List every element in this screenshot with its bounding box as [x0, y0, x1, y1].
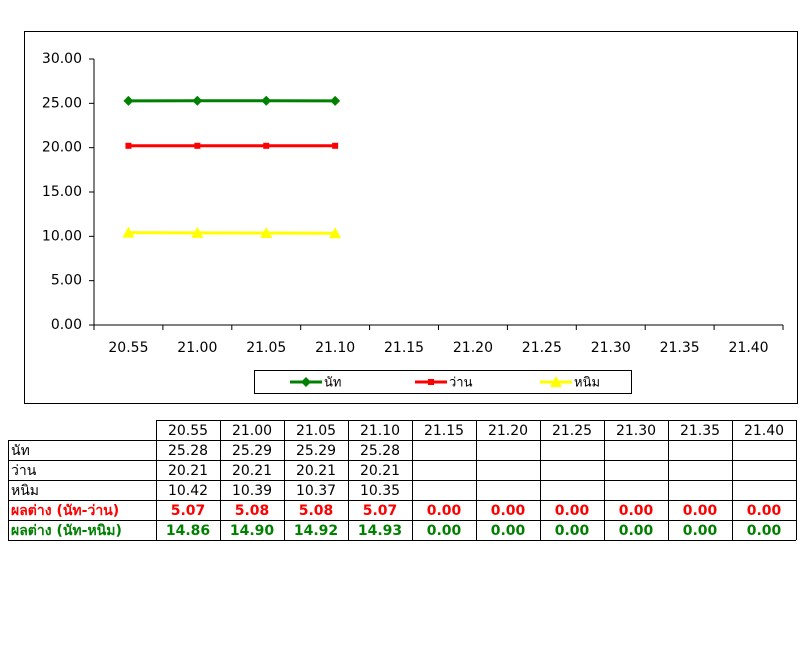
- legend-marker: [428, 379, 434, 385]
- series-marker: [332, 142, 339, 149]
- table-cell: 20.21: [232, 463, 272, 479]
- series-marker: [263, 142, 270, 149]
- series-marker: [192, 95, 203, 106]
- table-cell: 0.00: [555, 503, 590, 519]
- x-tick-label: 21.35: [660, 340, 700, 356]
- x-tick-label: 21.25: [522, 340, 562, 356]
- series-line: [128, 231, 336, 235]
- table-cell: 5.07: [363, 503, 398, 519]
- y-tick-label: 0.00: [51, 317, 82, 333]
- table-cell: 0.00: [683, 503, 718, 519]
- table-cell: 20.21: [360, 463, 400, 479]
- table-header: 21.40: [744, 423, 784, 439]
- table-cell: 5.08: [299, 503, 334, 519]
- table-cell: 10.37: [296, 483, 336, 499]
- table-cell: 0.00: [619, 503, 654, 519]
- y-tick-label: 15.00: [42, 184, 82, 200]
- table-cell: 14.86: [166, 523, 210, 539]
- table-header: 21.15: [424, 423, 464, 439]
- chart-area: [24, 31, 798, 404]
- x-tick-label: 21.40: [729, 340, 769, 356]
- table-header: 21.05: [296, 423, 336, 439]
- row-label: หนิม: [11, 483, 39, 499]
- table-cell: 25.28: [168, 443, 208, 459]
- table-cell: 10.35: [360, 483, 400, 499]
- series-marker: [125, 142, 132, 149]
- table-header: 21.25: [552, 423, 592, 439]
- row-label: ผลต่าง (นัท-ว่าน): [11, 503, 119, 519]
- y-tick-label: 5.00: [51, 273, 82, 289]
- table-header: 21.20: [488, 423, 528, 439]
- table-header: 21.10: [360, 423, 400, 439]
- row-label: นัท: [11, 443, 30, 459]
- legend-label: หนิม: [574, 376, 600, 391]
- table-cell: 10.42: [168, 483, 208, 499]
- table-cell: 10.39: [232, 483, 272, 499]
- series-marker: [330, 95, 341, 106]
- table-header: 20.55: [168, 423, 208, 439]
- table-cell: 0.00: [427, 503, 462, 519]
- legend-label: นัท: [324, 376, 341, 391]
- table-cell: 25.29: [296, 443, 336, 459]
- x-tick-label: 21.30: [591, 340, 631, 356]
- series-marker: [191, 226, 204, 238]
- series-marker: [260, 227, 273, 239]
- table-header: 21.35: [680, 423, 720, 439]
- table-header: 21.00: [232, 423, 272, 439]
- y-tick-label: 25.00: [42, 95, 82, 111]
- table-cell: 25.29: [232, 443, 272, 459]
- x-tick-label: 21.00: [177, 340, 217, 356]
- table-cell: 0.00: [491, 523, 526, 539]
- table-cell: 0.00: [491, 503, 526, 519]
- series-marker: [329, 227, 342, 239]
- legend-marker: [550, 376, 562, 387]
- x-tick-label: 20.55: [108, 340, 148, 356]
- legend-marker: [301, 377, 311, 387]
- series-marker: [123, 95, 134, 106]
- table-cell: 25.28: [360, 443, 400, 459]
- table-cell: 0.00: [683, 523, 718, 539]
- row-label: ผลต่าง (นัท-หนิม): [11, 523, 122, 539]
- table-cell: 20.21: [296, 463, 336, 479]
- table-cell: 5.07: [171, 503, 206, 519]
- table-cell: 20.21: [168, 463, 208, 479]
- x-tick-label: 21.20: [453, 340, 493, 356]
- table-cell: 0.00: [747, 523, 782, 539]
- table-cell: 0.00: [427, 523, 462, 539]
- y-tick-label: 20.00: [42, 140, 82, 156]
- table-cell: 14.90: [230, 523, 275, 539]
- table-cell: 14.93: [358, 523, 402, 539]
- table-cell: 14.92: [294, 523, 338, 539]
- x-tick-label: 21.10: [315, 340, 355, 356]
- series-marker: [122, 226, 135, 238]
- x-tick-label: 21.05: [246, 340, 286, 356]
- y-tick-label: 30.00: [42, 51, 82, 67]
- series-marker: [261, 95, 272, 106]
- y-tick-label: 10.00: [42, 228, 82, 244]
- row-label: ว่าน: [11, 463, 37, 479]
- table-cell: 5.08: [235, 503, 270, 519]
- table-cell: 0.00: [619, 523, 654, 539]
- legend-label: ว่าน: [449, 376, 473, 391]
- table-cell: 0.00: [555, 523, 590, 539]
- x-tick-label: 21.15: [384, 340, 424, 356]
- table-header: 21.30: [616, 423, 656, 439]
- series-marker: [194, 142, 201, 149]
- table-cell: 0.00: [747, 503, 782, 519]
